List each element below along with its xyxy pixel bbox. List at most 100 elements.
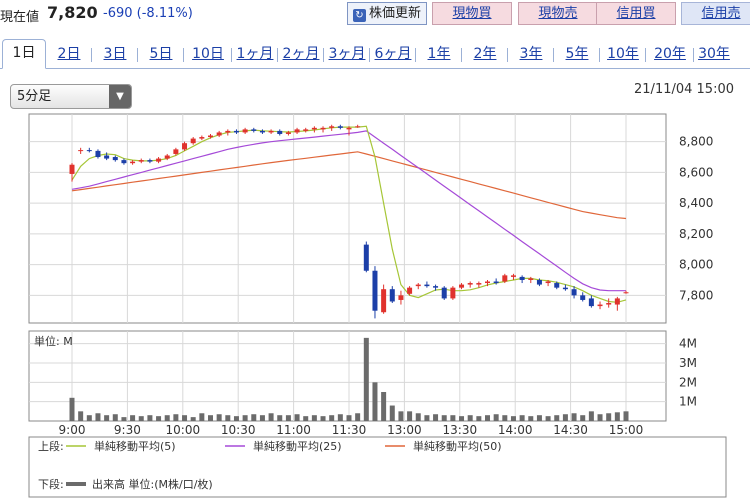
volume-bar <box>459 416 465 421</box>
candle-body <box>398 295 404 300</box>
tab-separator <box>693 48 694 62</box>
price-value: 7,820 <box>47 3 98 22</box>
margin-buy-button[interactable]: 信用買 <box>596 2 676 25</box>
volume-bar <box>528 416 534 421</box>
x-tick-label: 10:30 <box>221 423 256 437</box>
tab-separator <box>415 48 416 62</box>
volume-bar <box>268 413 274 421</box>
volume-bar <box>78 411 84 421</box>
volume-bar <box>199 413 205 421</box>
candle-body <box>69 164 75 174</box>
price-tick-label: 8,000 <box>679 258 713 272</box>
candle-body <box>502 275 508 282</box>
tab-separator <box>599 48 600 62</box>
volume-bar <box>233 416 239 421</box>
candle-body <box>164 155 170 159</box>
volume-bar <box>363 337 369 421</box>
margin-sell-button[interactable]: 信用売 <box>681 2 750 25</box>
x-tick-label: 11:00 <box>276 423 311 437</box>
candle-body <box>528 278 534 280</box>
update-price-button[interactable]: ↻ 株価更新 <box>347 2 427 25</box>
price-tick-label: 7,800 <box>679 288 713 302</box>
candle-body <box>459 284 465 288</box>
candle-body <box>355 126 361 128</box>
interval-select[interactable]: 5分足 ▼ <box>10 84 132 109</box>
tab-separator <box>507 48 508 62</box>
tab-3[interactable]: 5日 <box>149 46 173 62</box>
candle-body <box>173 149 179 154</box>
candle-body <box>112 157 118 161</box>
price-tick-label: 8,600 <box>679 165 713 179</box>
volume-bar <box>173 414 179 421</box>
legend-box <box>28 436 727 498</box>
candle-body <box>536 279 542 285</box>
volume-bar <box>424 415 430 421</box>
tab-5[interactable]: 1ヶ月 <box>236 46 274 62</box>
legend-label-ma25: 単純移動平均(25) <box>253 439 342 453</box>
legend-label-ma50: 単純移動平均(50) <box>413 439 502 453</box>
volume-bar <box>485 415 490 421</box>
cash-buy-button[interactable]: 現物買 <box>432 2 512 25</box>
volume-bar <box>285 415 291 421</box>
candle-body <box>130 161 136 164</box>
tab-2[interactable]: 3日 <box>103 46 127 62</box>
tab-separator <box>461 48 462 62</box>
volume-bar <box>130 415 136 421</box>
candle-body <box>562 287 568 290</box>
tab-14[interactable]: 20年 <box>654 46 686 62</box>
candle-body <box>510 275 516 277</box>
tab-9[interactable]: 1年 <box>427 46 451 62</box>
tab-1[interactable]: 2日 <box>57 46 81 62</box>
candle-body <box>580 295 586 300</box>
candle-body <box>606 303 612 305</box>
volume-bar <box>441 415 447 421</box>
legend-upper-prefix: 上段: <box>38 439 64 453</box>
volume-bar <box>580 415 586 421</box>
volume-bar <box>519 415 525 421</box>
volume-bar <box>112 414 118 421</box>
volume-bar <box>242 415 248 421</box>
candle-body <box>285 132 291 134</box>
tab-11[interactable]: 3年 <box>519 46 543 62</box>
candle-body <box>208 135 213 138</box>
volume-bar <box>303 416 309 421</box>
tab-8[interactable]: 6ヶ月 <box>374 46 412 62</box>
volume-bar <box>311 415 317 421</box>
candle-body <box>554 283 560 288</box>
tab-4[interactable]: 10日 <box>192 46 224 62</box>
candle-body <box>182 143 188 150</box>
candle-body <box>311 127 317 130</box>
volume-bar <box>381 392 387 421</box>
volume-bar <box>277 415 283 421</box>
candle-body <box>147 160 153 162</box>
tab-0[interactable]: 1日 <box>2 39 46 69</box>
volume-bar <box>398 411 404 421</box>
tab-12[interactable]: 5年 <box>565 46 589 62</box>
candle-body <box>424 284 430 287</box>
legend-label-ma5: 単純移動平均(5) <box>94 439 176 453</box>
tab-7[interactable]: 3ヶ月 <box>328 46 366 62</box>
volume-bar <box>121 417 127 421</box>
tab-15[interactable]: 30年 <box>698 46 730 62</box>
candle-body <box>363 244 369 271</box>
volume-bar <box>476 416 482 421</box>
volume-bar <box>156 416 162 421</box>
price-tick-label: 8,200 <box>679 227 713 241</box>
price-label: 現在値 <box>0 10 40 25</box>
x-tick-label: 9:30 <box>114 423 141 437</box>
tab-10[interactable]: 2年 <box>473 46 497 62</box>
candle-body <box>329 126 335 128</box>
tab-separator <box>323 48 324 62</box>
tab-13[interactable]: 10年 <box>607 46 639 62</box>
x-tick-label: 15:00 <box>609 423 644 437</box>
volume-bar <box>355 413 361 421</box>
x-tick-label: 9:00 <box>59 423 86 437</box>
volume-bar <box>86 415 92 421</box>
volume-bar <box>493 414 499 421</box>
ma50-line <box>71 151 627 220</box>
volume-bar <box>164 415 170 421</box>
tab-6[interactable]: 2ヶ月 <box>282 46 320 62</box>
tab-separator <box>91 48 92 62</box>
tab-separator <box>645 48 646 62</box>
